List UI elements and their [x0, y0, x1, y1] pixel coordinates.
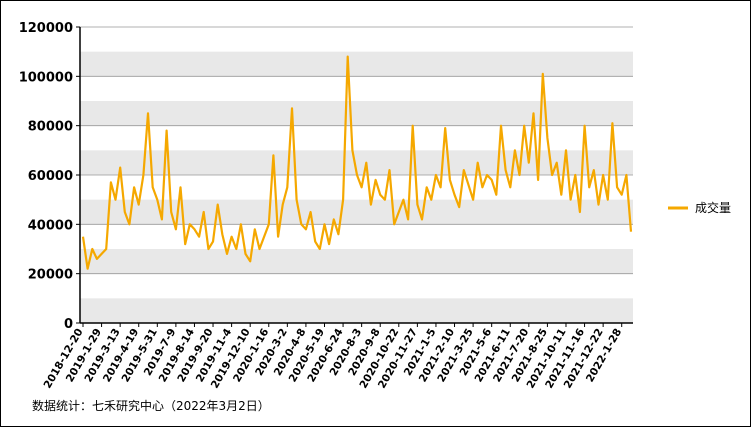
y-tick-label: 40000 — [28, 218, 73, 233]
series-line — [81, 55, 633, 270]
y-tick-label: 120000 — [19, 21, 73, 36]
y-tick-label: 100000 — [19, 70, 73, 85]
grid-band — [80, 249, 633, 274]
y-tick-label: 0 — [64, 317, 73, 332]
grid-band — [80, 298, 633, 323]
y-tick-label: 60000 — [28, 169, 73, 184]
grid-band — [80, 51, 633, 77]
source-note: 数据统计：七禾研究中心（2022年3月2日） — [32, 398, 270, 413]
legend-label: 成交量 — [695, 200, 731, 215]
grid-band — [80, 101, 633, 126]
y-tick-label: 80000 — [28, 120, 73, 135]
y-tick-label: 20000 — [28, 268, 73, 283]
